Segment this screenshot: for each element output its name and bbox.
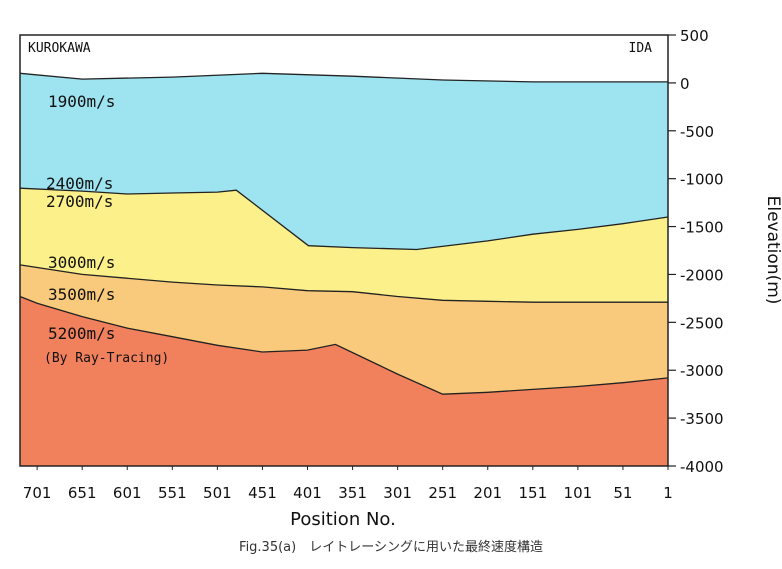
y-axis-title: Elevation(m) <box>763 196 782 305</box>
y-tick-label: -1000 <box>680 171 724 189</box>
x-tick-label: 1 <box>663 484 673 502</box>
left-end-label: KUROKAWA <box>28 41 91 56</box>
layer-boundary-2 <box>19 187 669 251</box>
right-end-label: IDA <box>629 41 653 56</box>
x-tick-label: 651 <box>68 484 97 502</box>
velocity-label: 2700m/s <box>46 192 113 211</box>
x-tick-label: 301 <box>383 484 412 502</box>
layer-boundary-3 <box>19 264 668 303</box>
velocity-layers <box>20 73 668 467</box>
x-tick-label: 701 <box>23 484 52 502</box>
y-tick-label: -3000 <box>680 362 724 380</box>
layer-boundary-1 <box>19 72 668 83</box>
y-tick-label: -2500 <box>680 314 724 332</box>
x-axis-title: Position No. <box>290 509 396 530</box>
x-axis: 701 651 601 551 501 451 401 351 301 251 201 151 101 5… <box>23 466 673 502</box>
y-tick-label: 0 <box>680 75 690 93</box>
y-tick-label: -3500 <box>680 410 724 428</box>
plot-frame <box>19 34 669 467</box>
velocity-label: 3500m/s <box>48 285 115 304</box>
x-tick-label: 551 <box>158 484 187 502</box>
layer-boundary-4 <box>19 295 669 395</box>
x-tick-label: 501 <box>203 484 232 502</box>
y-tick-label: -4000 <box>680 458 724 476</box>
y-tick-label: -2000 <box>680 266 724 284</box>
y-tick-label: 500 <box>680 27 709 45</box>
x-tick-label: 351 <box>338 484 367 502</box>
velocity-label: 1900m/s <box>48 92 115 111</box>
x-tick-label: 251 <box>428 484 457 502</box>
x-tick-label: 451 <box>248 484 277 502</box>
x-tick-label: 201 <box>473 484 502 502</box>
x-tick-label: 51 <box>613 484 632 502</box>
x-tick-label: 151 <box>518 484 547 502</box>
velocity-label: 3000m/s <box>48 253 115 272</box>
y-tick-label: -500 <box>680 123 714 141</box>
x-tick-label: 601 <box>113 484 142 502</box>
velocity-label: 2400m/s <box>46 174 113 193</box>
layer-boundaries <box>19 72 669 395</box>
x-tick-label: 101 <box>564 484 593 502</box>
figure-caption: Fig.35(a) レイトレーシングに用いた最終速度構造 <box>239 540 543 555</box>
velocity-label: 5200m/s <box>48 324 115 343</box>
y-axis: 500 0 -500 -1000 -1500 -2000 -2500 -3000 -3500 -4… <box>668 27 724 476</box>
x-tick-label: 401 <box>293 484 322 502</box>
velocity-label: (By Ray-Tracing) <box>44 351 169 366</box>
y-tick-label: -1500 <box>680 219 724 237</box>
